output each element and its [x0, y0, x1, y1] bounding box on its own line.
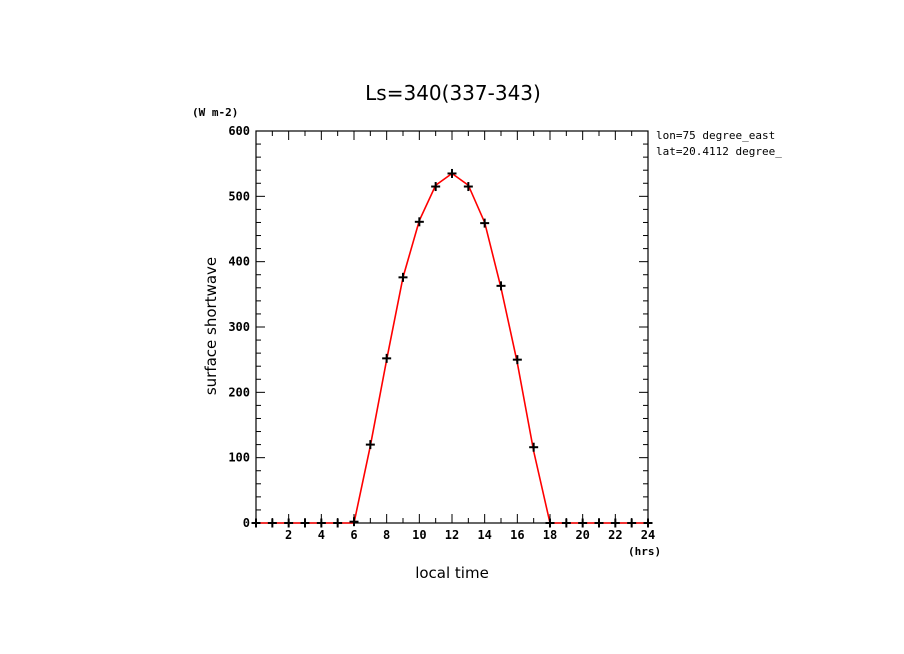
annotation-lat: lat=20.4112 degree_: [656, 145, 782, 158]
x-tick-label: 22: [608, 528, 622, 542]
data-point-marker: [578, 518, 588, 528]
data-point-marker: [480, 218, 490, 228]
data-point-marker: [545, 518, 555, 528]
annotation-lon: lon=75 degree_east: [656, 129, 775, 142]
data-point-marker: [365, 440, 375, 450]
chart-title: Ls=340(337-343): [365, 81, 541, 105]
data-point-marker: [447, 168, 457, 178]
y-tick-label: 300: [228, 320, 250, 334]
y-tick-label: 0: [243, 516, 250, 530]
x-tick-label: 4: [318, 528, 325, 542]
y-tick-label: 400: [228, 255, 250, 269]
data-point-marker: [594, 518, 604, 528]
x-tick-label: 16: [510, 528, 524, 542]
y-tick-label: 600: [228, 124, 250, 138]
data-point-marker: [251, 518, 261, 528]
data-point-marker: [349, 517, 359, 527]
x-tick-label: 18: [543, 528, 557, 542]
data-point-marker: [529, 442, 539, 452]
x-tick-label: 20: [575, 528, 589, 542]
x-axis-label: local time: [415, 564, 489, 582]
x-tick-label: 24: [641, 528, 655, 542]
data-point-marker: [300, 518, 310, 528]
x-tick-label: 10: [412, 528, 426, 542]
data-point-marker: [284, 518, 294, 528]
x-tick-label: 14: [477, 528, 491, 542]
y-axis-label: surface shortwave: [202, 257, 220, 395]
x-tick-label: 2: [285, 528, 292, 542]
y-tick-label: 100: [228, 451, 250, 465]
plot-frame: [255, 130, 649, 524]
data-point-marker: [496, 281, 506, 291]
data-point-marker: [316, 518, 326, 528]
data-point-marker: [512, 355, 522, 365]
data-point-marker: [561, 518, 571, 528]
data-point-marker: [267, 518, 277, 528]
data-point-marker: [643, 518, 653, 528]
data-point-marker: [431, 182, 441, 192]
data-point-marker: [463, 182, 473, 192]
y-tick-label: 200: [228, 385, 250, 399]
data-point-marker: [627, 518, 637, 528]
x-unit-label: (hrs): [628, 545, 661, 558]
series: [251, 168, 653, 528]
y-unit-label: (W m-2): [192, 106, 238, 119]
x-tick-label: 12: [445, 528, 459, 542]
data-point-marker: [610, 518, 620, 528]
data-point-marker: [333, 518, 343, 528]
x-tick-label: 8: [383, 528, 390, 542]
y-tick-label: 500: [228, 189, 250, 203]
data-point-marker: [414, 217, 424, 227]
data-point-marker: [398, 272, 408, 282]
x-tick-label: 6: [350, 528, 357, 542]
data-point-marker: [382, 353, 392, 363]
series-line: [256, 172, 648, 524]
